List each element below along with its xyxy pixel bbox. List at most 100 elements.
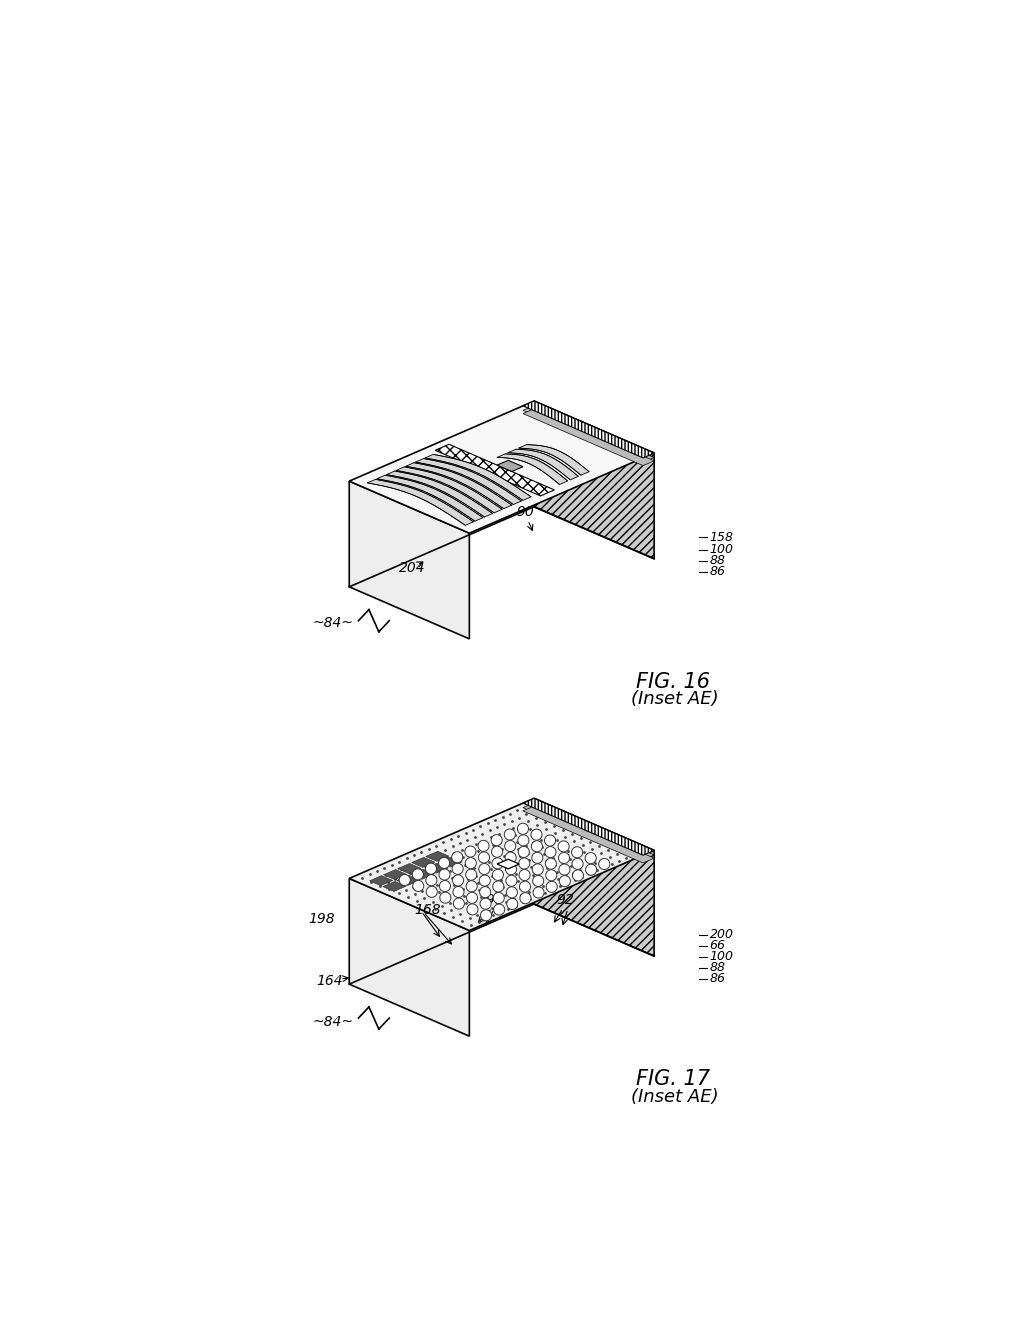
Polygon shape (406, 463, 512, 508)
Circle shape (531, 829, 542, 841)
Circle shape (453, 875, 464, 886)
Circle shape (494, 892, 504, 904)
Text: (Inset AE): (Inset AE) (631, 690, 719, 709)
Circle shape (399, 875, 411, 886)
Circle shape (426, 875, 437, 886)
Polygon shape (397, 863, 421, 874)
Polygon shape (396, 467, 502, 513)
Polygon shape (497, 461, 523, 471)
Circle shape (465, 846, 476, 857)
Circle shape (518, 858, 529, 869)
Circle shape (439, 869, 451, 880)
Circle shape (494, 904, 505, 915)
Text: 88: 88 (710, 554, 726, 568)
Circle shape (559, 865, 570, 875)
Circle shape (492, 858, 503, 869)
Polygon shape (426, 851, 449, 862)
Polygon shape (497, 454, 567, 484)
Text: ~84~: ~84~ (312, 616, 353, 631)
Polygon shape (523, 803, 654, 859)
Polygon shape (370, 875, 392, 886)
Text: 198: 198 (308, 912, 335, 927)
Circle shape (504, 829, 515, 840)
Circle shape (585, 853, 596, 863)
Circle shape (453, 863, 463, 874)
Text: 164: 164 (316, 974, 343, 987)
Polygon shape (349, 401, 654, 533)
Polygon shape (523, 409, 654, 466)
Circle shape (546, 882, 557, 892)
Circle shape (479, 875, 490, 886)
Polygon shape (435, 445, 554, 496)
Text: 90: 90 (516, 504, 534, 519)
Polygon shape (384, 870, 407, 879)
Text: FIG. 16: FIG. 16 (636, 672, 710, 692)
Circle shape (492, 846, 503, 857)
Circle shape (506, 887, 517, 898)
Polygon shape (518, 445, 589, 475)
Circle shape (519, 880, 530, 892)
Polygon shape (416, 458, 521, 504)
Text: 92: 92 (556, 892, 573, 907)
Circle shape (519, 870, 530, 880)
Circle shape (518, 834, 529, 846)
Circle shape (478, 841, 489, 851)
Text: FIG. 17: FIG. 17 (636, 1069, 710, 1089)
Circle shape (558, 853, 569, 863)
Circle shape (517, 824, 528, 834)
Circle shape (452, 851, 463, 863)
Circle shape (425, 863, 436, 874)
Circle shape (493, 880, 504, 892)
Circle shape (466, 869, 477, 880)
Circle shape (478, 851, 489, 863)
Polygon shape (412, 858, 435, 867)
Circle shape (506, 875, 517, 886)
Polygon shape (425, 454, 531, 500)
Text: 168: 168 (414, 903, 440, 917)
Circle shape (599, 858, 610, 870)
Text: 204: 204 (398, 561, 425, 576)
Text: (Inset AE): (Inset AE) (631, 1088, 719, 1106)
Polygon shape (377, 475, 483, 521)
Polygon shape (349, 480, 469, 639)
Polygon shape (508, 449, 579, 480)
Circle shape (520, 892, 531, 904)
Circle shape (505, 853, 516, 863)
Circle shape (572, 858, 583, 870)
Circle shape (466, 880, 477, 892)
Polygon shape (383, 882, 406, 891)
Circle shape (479, 887, 490, 898)
Circle shape (493, 870, 504, 880)
Circle shape (545, 846, 556, 858)
Circle shape (492, 834, 502, 846)
Circle shape (531, 853, 543, 863)
Circle shape (586, 865, 597, 875)
Text: ~84~: ~84~ (312, 1015, 353, 1030)
Text: 158: 158 (710, 531, 733, 544)
Text: 86: 86 (710, 973, 726, 986)
Circle shape (480, 898, 492, 909)
Polygon shape (387, 471, 493, 517)
Text: 100: 100 (710, 543, 733, 556)
Polygon shape (349, 799, 654, 931)
Circle shape (531, 841, 543, 851)
Text: 200: 200 (710, 928, 733, 941)
Circle shape (439, 892, 451, 903)
Circle shape (413, 869, 423, 880)
Polygon shape (397, 875, 420, 886)
Circle shape (467, 904, 478, 915)
Polygon shape (368, 479, 473, 525)
Circle shape (426, 886, 437, 898)
Text: 86: 86 (710, 565, 726, 578)
Polygon shape (535, 799, 654, 956)
Circle shape (559, 875, 570, 887)
Polygon shape (439, 857, 462, 867)
Polygon shape (535, 401, 654, 558)
Circle shape (546, 870, 557, 880)
Polygon shape (411, 870, 434, 879)
Polygon shape (497, 859, 519, 869)
Circle shape (506, 863, 516, 875)
Circle shape (480, 909, 492, 921)
Circle shape (439, 880, 451, 891)
Circle shape (572, 870, 584, 880)
